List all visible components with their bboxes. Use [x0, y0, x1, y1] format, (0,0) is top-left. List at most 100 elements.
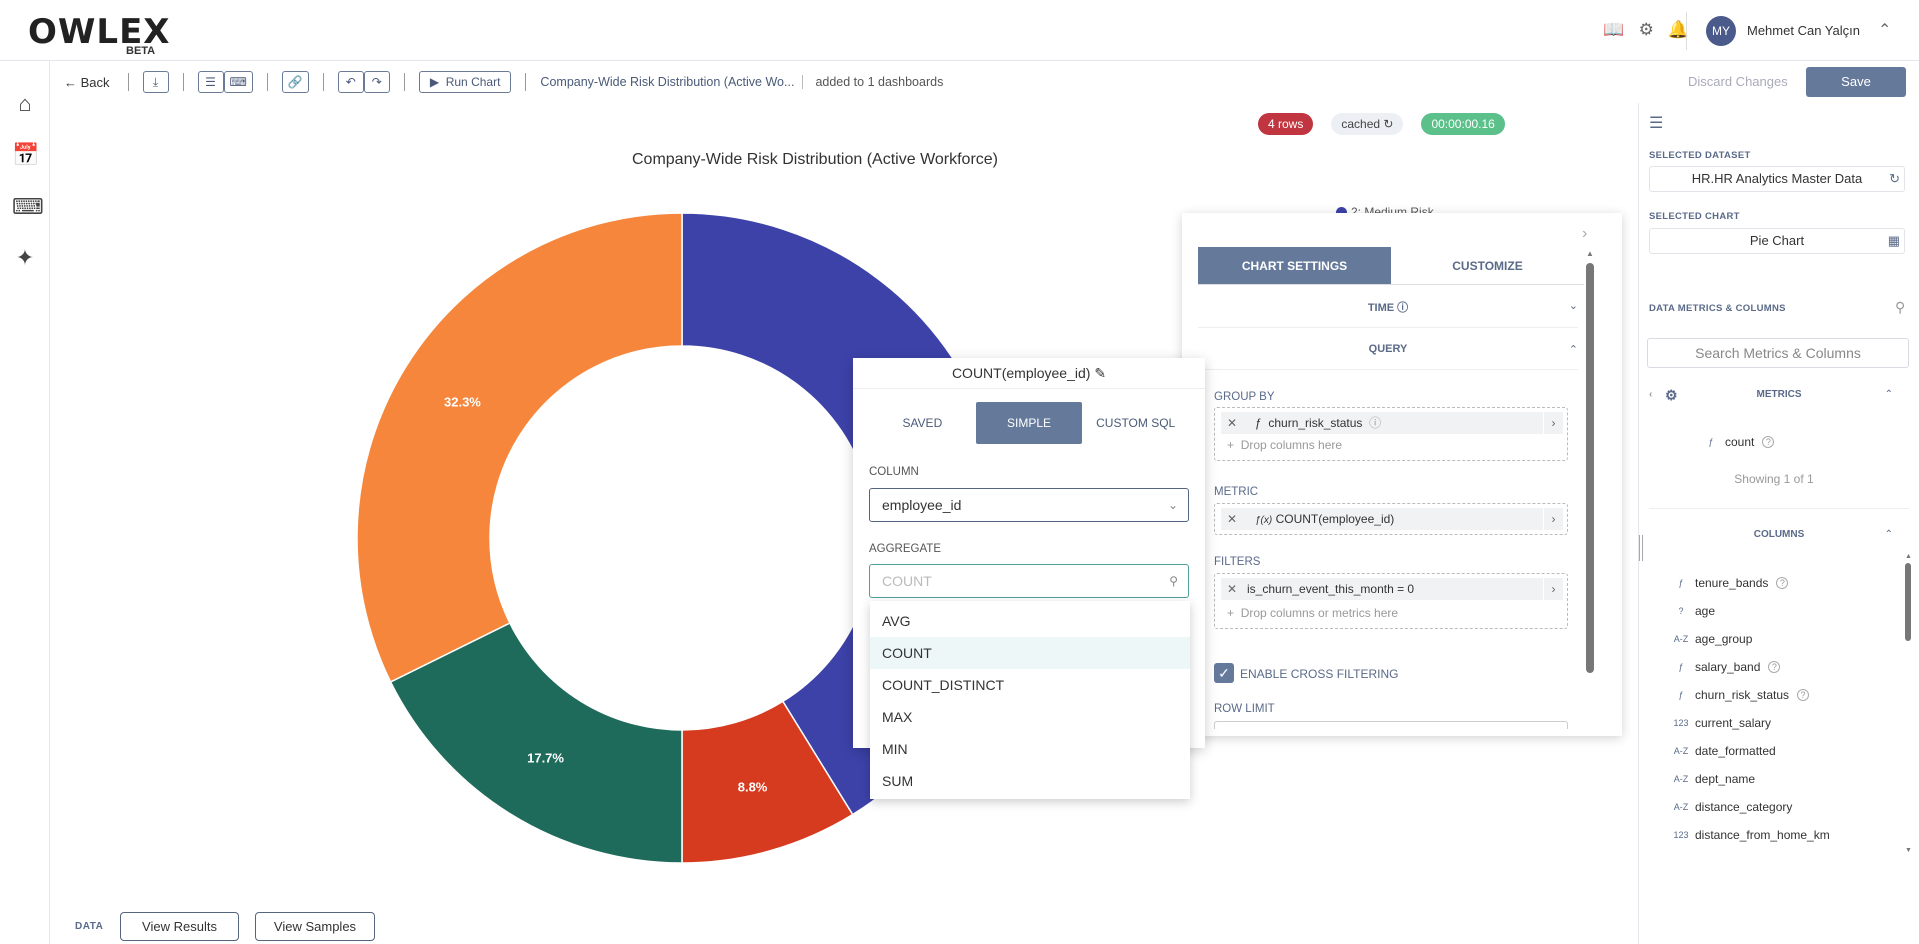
- refresh-icon[interactable]: ↻: [1383, 117, 1394, 131]
- tab-saved[interactable]: SAVED: [902, 416, 943, 430]
- column-select-value: employee_id: [882, 497, 962, 513]
- group-by-chip-content: ƒ churn_risk_status ⓘ: [1255, 416, 1382, 430]
- metric-dropzone[interactable]: ✕ ƒ(x) COUNT(employee_id) ›: [1214, 503, 1568, 535]
- scrollbar-thumb[interactable]: [1586, 263, 1594, 673]
- option-count[interactable]: COUNT: [870, 637, 1190, 669]
- remove-icon[interactable]: ✕: [1227, 512, 1238, 526]
- chevron-right-icon[interactable]: ›: [1543, 508, 1563, 530]
- option-count-distinct[interactable]: COUNT_DISTINCT: [882, 677, 1005, 693]
- discard-changes-button[interactable]: Discard Changes: [1688, 74, 1788, 89]
- user-name[interactable]: Mehmet Can Yalçın: [1747, 23, 1860, 38]
- back-button[interactable]: ← Back: [64, 74, 110, 90]
- bell-icon[interactable]: 🔔: [1667, 20, 1689, 39]
- option-max[interactable]: MAX: [882, 709, 913, 725]
- query-view-icon[interactable]: ☰: [197, 71, 224, 93]
- filter-chip[interactable]: ✕ is_churn_event_this_month = 0 ›: [1221, 578, 1563, 600]
- pie-slice[interactable]: [389, 622, 683, 864]
- calendar-icon[interactable]: 📅: [12, 142, 40, 167]
- column-item[interactable]: 123 distance_from_home_km: [1669, 826, 1829, 844]
- column-item[interactable]: ? age: [1669, 602, 1715, 620]
- column-item[interactable]: ƒ salary_band?: [1669, 658, 1781, 676]
- chart-type-selector[interactable]: Pie Chart ▦: [1649, 228, 1905, 254]
- aggregate-input[interactable]: COUNT ⚲: [869, 564, 1189, 598]
- filter-settings-icon[interactable]: ⚙: [1665, 387, 1678, 403]
- column-item[interactable]: A-Z dept_name: [1669, 770, 1755, 788]
- tab-custom-sql[interactable]: CUSTOM SQL: [1096, 416, 1176, 430]
- view-results-button[interactable]: View Results: [120, 912, 239, 941]
- remove-icon[interactable]: ✕: [1227, 416, 1238, 430]
- refresh-icon[interactable]: ↻: [1889, 171, 1900, 186]
- chevron-up-icon[interactable]: ⌃: [1884, 389, 1893, 400]
- chart-title-link[interactable]: Company-Wide Risk Distribution (Active W…: [540, 75, 795, 89]
- metrics-section-header[interactable]: ‹ ⚙ METRICS ⌃: [1649, 380, 1909, 410]
- collapse-panel-icon[interactable]: ☰: [1649, 115, 1664, 132]
- column-select[interactable]: employee_id ⌄: [869, 488, 1189, 522]
- column-item[interactable]: 123 current_salary: [1669, 714, 1771, 732]
- search-icon[interactable]: ⚲: [1895, 299, 1906, 315]
- chart-switch-icon[interactable]: ▦: [1887, 233, 1900, 248]
- column-item[interactable]: A-Z age_group: [1669, 630, 1753, 648]
- search-icon: ⚲: [1169, 574, 1178, 588]
- book-icon[interactable]: 📖: [1603, 20, 1625, 39]
- resize-handle[interactable]: [1639, 535, 1643, 561]
- gear-icon[interactable]: ⚙: [1638, 20, 1654, 39]
- chevron-down-icon[interactable]: ⌄: [1568, 300, 1578, 312]
- tab-customize[interactable]: CUSTOMIZE: [1391, 247, 1584, 285]
- remove-icon[interactable]: ✕: [1227, 582, 1238, 596]
- column-item[interactable]: A-Z distance_category: [1669, 798, 1793, 816]
- chevron-right-icon[interactable]: ›: [1582, 225, 1588, 242]
- keyboard-icon[interactable]: ⌨: [12, 194, 44, 219]
- view-samples-button[interactable]: View Samples: [255, 912, 375, 941]
- home-icon[interactable]: ⌂: [18, 91, 32, 116]
- dataset-selector[interactable]: HR.HR Analytics Master Data ↻: [1649, 166, 1905, 192]
- download-icon[interactable]: ⤓: [142, 71, 169, 93]
- settings-scrollbar[interactable]: ▲: [1586, 249, 1594, 715]
- dashboards-info[interactable]: added to 1 dashboards: [802, 75, 943, 89]
- pencil-icon[interactable]: ✎: [1094, 365, 1107, 381]
- chart-title: Company-Wide Risk Distribution (Active W…: [631, 151, 998, 168]
- undo-icon[interactable]: ↶: [337, 71, 364, 93]
- group-by-dropzone[interactable]: ✕ ƒ churn_risk_status ⓘ › + Drop columns…: [1214, 407, 1568, 461]
- chevron-right-icon[interactable]: ›: [1543, 412, 1563, 434]
- redo-icon[interactable]: ↷: [363, 71, 390, 93]
- column-item[interactable]: A-Z date_formatted: [1669, 742, 1776, 760]
- option-min[interactable]: MIN: [882, 741, 908, 757]
- option-avg[interactable]: AVG: [882, 613, 911, 629]
- columns-scrollbar[interactable]: [1905, 563, 1911, 641]
- scroll-up-icon[interactable]: ▲: [1586, 249, 1594, 258]
- link-icon[interactable]: 🔗: [281, 71, 309, 93]
- save-button[interactable]: Save: [1806, 67, 1906, 97]
- option-sum[interactable]: SUM: [882, 773, 914, 789]
- query-section-header[interactable]: QUERY ⌃: [1198, 343, 1578, 356]
- time-section-header[interactable]: TIME ⓘ ⌄: [1198, 299, 1578, 315]
- metric-item-count[interactable]: ƒ count?: [1699, 433, 1775, 451]
- tab-chart-settings[interactable]: CHART SETTINGS: [1198, 247, 1391, 285]
- logo[interactable]: OWLEX: [28, 12, 171, 52]
- columns-section-header[interactable]: COLUMNS ⌃: [1649, 520, 1909, 550]
- chevron-left-icon[interactable]: ‹: [1649, 389, 1653, 400]
- chevron-up-icon[interactable]: ⌃: [1884, 529, 1893, 540]
- pie-slice[interactable]: [681, 700, 854, 864]
- chevron-right-icon[interactable]: ›: [1543, 578, 1563, 600]
- scroll-up-icon[interactable]: ▲: [1905, 553, 1912, 560]
- cached-badge[interactable]: cached ↻: [1331, 113, 1404, 135]
- keyboard-shortcuts-icon[interactable]: ⌨: [223, 71, 253, 93]
- group-by-chip[interactable]: ✕ ƒ churn_risk_status ⓘ ›: [1221, 412, 1563, 434]
- search-metrics-input[interactable]: Search Metrics & Columns: [1647, 338, 1909, 368]
- run-chart-button[interactable]: ▶ Run Chart: [418, 71, 512, 93]
- chevron-up-icon[interactable]: ⌃: [1878, 22, 1892, 39]
- row-limit-field[interactable]: [1214, 721, 1568, 729]
- column-item[interactable]: ƒ churn_risk_status?: [1669, 686, 1810, 704]
- chevron-up-icon[interactable]: ⌃: [1568, 344, 1578, 356]
- popover-title[interactable]: COUNT(employee_id) ✎: [853, 365, 1205, 382]
- help-icon: ⓘ: [1369, 416, 1382, 430]
- tab-simple[interactable]: SIMPLE: [975, 402, 1083, 444]
- avatar[interactable]: MY: [1706, 16, 1736, 46]
- metric-chip[interactable]: ✕ ƒ(x) COUNT(employee_id) ›: [1221, 508, 1563, 530]
- filters-dropzone[interactable]: ✕ is_churn_event_this_month = 0 › + Drop…: [1214, 573, 1568, 629]
- cross-filtering-checkbox[interactable]: ✓: [1214, 663, 1234, 683]
- magic-wand-icon[interactable]: ✦: [15, 245, 35, 270]
- column-item[interactable]: ƒ tenure_bands?: [1669, 574, 1789, 592]
- pie-slice[interactable]: [356, 212, 683, 683]
- scroll-down-icon[interactable]: ▼: [1905, 847, 1912, 854]
